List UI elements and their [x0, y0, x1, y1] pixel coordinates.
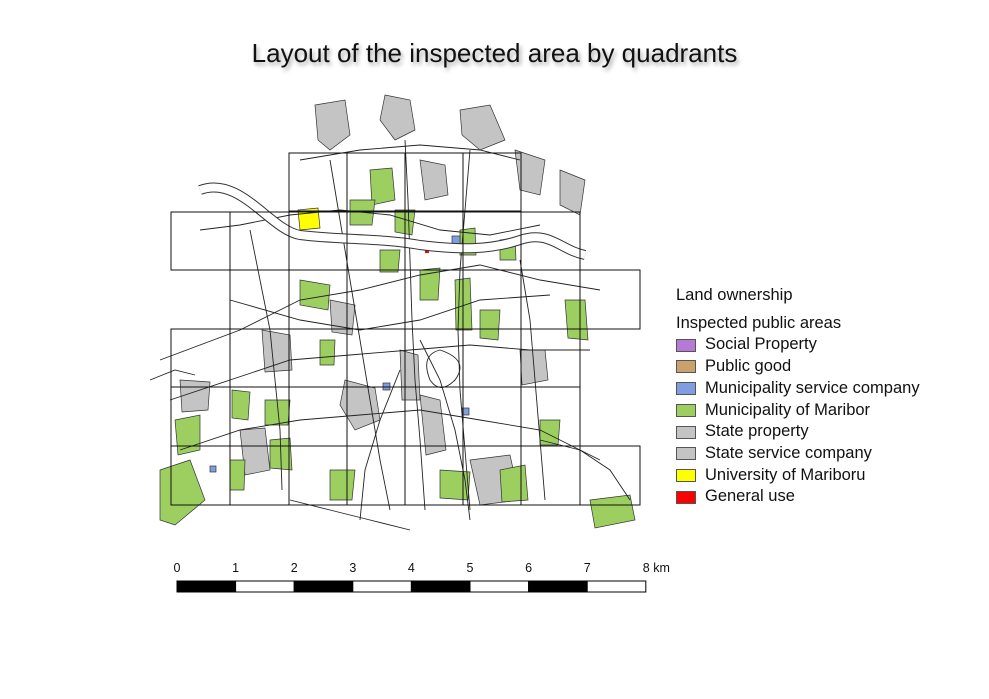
scale-bar-tick-label: 0 [174, 561, 181, 575]
legend-swatch [676, 360, 696, 374]
scale-bar-tick-label: 2 [291, 561, 298, 575]
scale-bar-tick-label: 3 [349, 561, 356, 575]
river [198, 182, 587, 260]
road-network [149, 139, 631, 531]
legend-item-general-use: General use [676, 486, 920, 508]
scale-bar-segment [176, 580, 237, 593]
legend-label: University of Mariboru [705, 465, 866, 484]
legend-item-public-good: Public good [676, 356, 920, 378]
legend-swatch [676, 490, 696, 504]
quadrant-grid [170, 152, 641, 506]
scale-bar-tick-label: 1 [232, 561, 239, 575]
legend-subheading: Inspected public areas [676, 313, 842, 332]
legend-label: General use [705, 487, 795, 506]
scale-bar-ticks: 0 1 2 3 4 5 6 7 8 km [174, 561, 670, 575]
legend-heading: Land ownership [676, 286, 793, 304]
legend-swatch [676, 425, 696, 439]
scale-bar-segment [528, 580, 588, 593]
scale-bar-tick-label: 8 km [643, 561, 670, 575]
scale-bar-segment [586, 580, 647, 593]
scale-bar-tick-label: 5 [467, 561, 474, 575]
legend-item-social-property: Social Property [676, 334, 920, 356]
legend-label: State property [705, 422, 809, 441]
legend-label: Municipality service company [705, 378, 920, 397]
scale-bar-segment [293, 580, 354, 593]
legend-item-state-property: State property [676, 421, 920, 443]
scale-bar-segments [176, 580, 647, 593]
legend-item-university-of-mariboru: University of Mariboru [676, 465, 920, 487]
scale-bar-segment [352, 580, 412, 593]
legend-item-municipality-service-company: Municipality service company [676, 378, 920, 400]
legend-swatch [676, 403, 696, 417]
legend-swatch [676, 382, 696, 396]
scale-bar-tick-label: 7 [584, 561, 591, 575]
scale-bar-segment [469, 580, 530, 593]
scale-bar-tick-label: 4 [408, 561, 415, 575]
map-title: Layout of the inspected area by quadrant… [251, 38, 738, 68]
legend: Land ownership Inspected public areas So… [676, 285, 920, 508]
legend-label: Municipality of Maribor [705, 400, 871, 419]
scale-bar-segment [235, 580, 295, 593]
legend-swatch [676, 468, 696, 482]
legend-label: Public good [705, 357, 792, 376]
legend-item-municipality-of-maribor: Municipality of Maribor [676, 400, 920, 422]
scale-bar-tick-label: 6 [525, 561, 532, 575]
legend-item-state-service-company: State service company [676, 443, 920, 465]
legend-label: State service company [705, 443, 872, 462]
legend-label: Social Property [705, 335, 817, 354]
legend-swatch [676, 338, 696, 352]
legend-swatch [676, 447, 696, 461]
scale-bar-segment [410, 580, 471, 593]
